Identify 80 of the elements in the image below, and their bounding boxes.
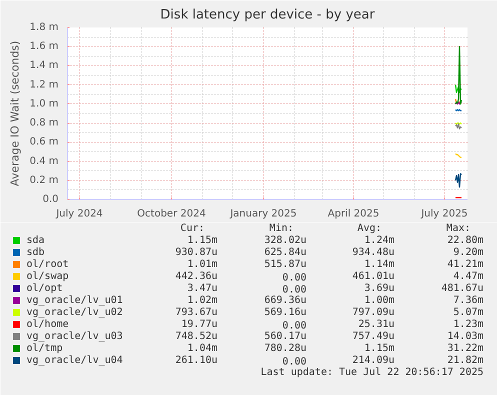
- legend-label: vg_oracle/lv_u03: [26, 331, 123, 342]
- text: 0.00: [282, 284, 307, 296]
- text: 0.00: [282, 272, 307, 284]
- y-tick-label: 1.4 m: [30, 60, 59, 72]
- text: 515.87u: [264, 259, 307, 270]
- text: 934.48u: [352, 247, 395, 258]
- text: 3.69u: [364, 283, 395, 294]
- text: 481.67u: [441, 283, 484, 294]
- text: 569.16u: [264, 307, 307, 318]
- text: 14.03m: [447, 331, 484, 342]
- text: 1.24m: [364, 235, 395, 246]
- text: 9.20m: [453, 247, 484, 258]
- y-tick-label: 0.6 m: [30, 136, 59, 148]
- text: 442.36u: [175, 271, 218, 282]
- legend-label: sdb: [26, 247, 45, 258]
- text: 1.23m: [453, 319, 484, 330]
- text: 4.47m: [453, 271, 484, 282]
- text: Max:: [446, 223, 471, 234]
- text: 25.31u: [358, 319, 394, 330]
- legend-label: vg_oracle/lv_u01: [26, 295, 123, 306]
- y-tick-label: 1.8 m: [30, 22, 59, 33]
- text: 1.14m: [364, 259, 395, 270]
- chart-title: Disk latency per device - by year: [160, 8, 376, 22]
- legend-label: ol/root: [26, 259, 69, 270]
- x-tick-label: July 2025: [420, 208, 468, 220]
- text: 22.80m: [447, 235, 484, 246]
- text: 21.82m: [447, 355, 484, 366]
- line-series: [454, 84, 462, 94]
- legend-label: ol/opt: [26, 283, 63, 294]
- text: 261.10u: [175, 355, 218, 366]
- text: Avg:: [357, 223, 382, 234]
- y-axis-title: Average IO Wait (seconds): [8, 40, 22, 186]
- text: 41.21m: [447, 259, 484, 270]
- text: 1.01m: [187, 259, 218, 270]
- text: 328.02u: [264, 235, 307, 246]
- y-tick-label: 1.6 m: [30, 41, 59, 52]
- legend-label: ol/swap: [26, 271, 69, 282]
- text: 461.01u: [352, 271, 395, 282]
- x-tick-label: October 2024: [137, 208, 206, 220]
- text: 19.77u: [181, 319, 218, 330]
- y-tick-label: 0.8 m: [30, 118, 59, 129]
- text: Min:: [269, 223, 294, 234]
- legend-label: vg_oracle/lv_u04: [26, 355, 123, 366]
- text: 1.02m: [187, 295, 218, 306]
- text: 757.49u: [352, 331, 395, 342]
- legend-label: ol/tmp: [26, 343, 63, 354]
- text: 1.15m: [187, 235, 218, 246]
- text: 793.67u: [175, 307, 218, 318]
- y-tick-label: 1.0 m: [30, 98, 59, 110]
- y-tick-label: 1.2 m: [30, 79, 59, 90]
- text: 560.17u: [264, 331, 307, 342]
- text: Last update: Tue Jul 22 20:56:17 2025: [260, 367, 484, 378]
- text: 0.00: [282, 320, 307, 332]
- y-tick-label: 0.2 m: [30, 174, 59, 186]
- text: 797.09u: [352, 307, 395, 318]
- line-series: [454, 46, 462, 105]
- legend-label: sda: [26, 235, 45, 246]
- text: 214.09u: [352, 355, 395, 366]
- text: 5.07m: [453, 307, 484, 318]
- text: 3.47u: [187, 283, 218, 294]
- text: 625.84u: [264, 247, 307, 258]
- text: 1.04m: [187, 343, 218, 354]
- text: 7.36m: [453, 295, 484, 306]
- text: Cur:: [180, 223, 205, 234]
- text: 1.00m: [364, 295, 395, 306]
- x-tick-label: April 2025: [328, 208, 380, 220]
- line-series: [454, 173, 462, 188]
- y-tick-label: 0.4 m: [30, 156, 59, 167]
- text: 669.36u: [264, 295, 307, 306]
- text: 0.00: [282, 356, 307, 368]
- text: 780.28u: [264, 343, 307, 354]
- legend-label: vg_oracle/lv_u02: [26, 307, 123, 318]
- text: 930.87u: [175, 247, 218, 258]
- x-tick-label: July 2024: [55, 208, 103, 220]
- y-tick-label: 0.0: [42, 194, 59, 205]
- text: 748.52u: [175, 331, 218, 342]
- text: 1.15m: [364, 343, 395, 354]
- legend-label: ol/home: [26, 319, 69, 330]
- text: 31.22m: [447, 343, 484, 354]
- x-tick-label: January 2025: [229, 208, 297, 220]
